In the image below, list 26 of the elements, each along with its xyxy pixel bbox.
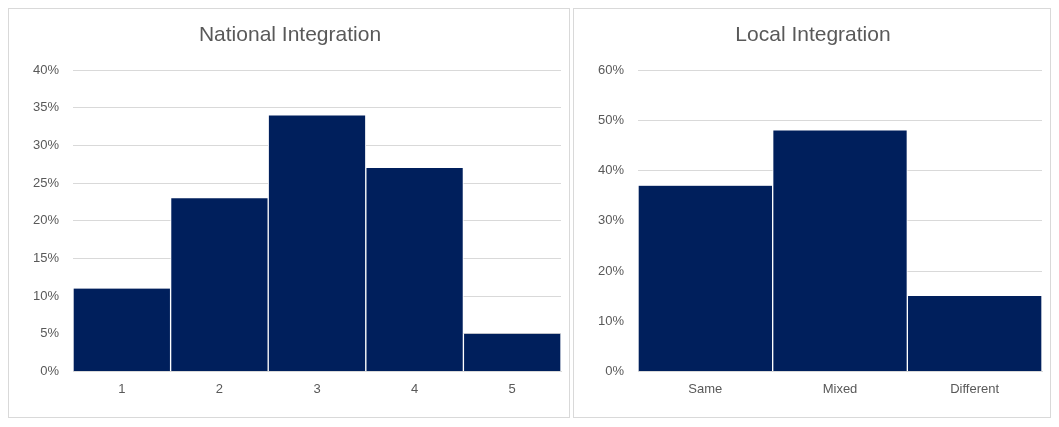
- y-tick-label: 35%: [32, 99, 60, 115]
- y-tick-label: 10%: [597, 312, 625, 328]
- y-tick-label: 5%: [40, 325, 60, 341]
- chart-title: Local Integration: [735, 22, 891, 46]
- x-tick-label: Different: [950, 380, 1000, 396]
- chart-title: National Integration: [198, 22, 382, 46]
- x-tick-label: 3: [313, 380, 321, 396]
- y-tick-label: 20%: [32, 212, 60, 228]
- y-tick-label: 30%: [32, 137, 60, 153]
- x-tick-label: 4: [410, 380, 419, 396]
- y-tick-label: 30%: [597, 212, 625, 228]
- y-tick-label: 40%: [597, 162, 625, 178]
- x-tick-label: Mixed: [822, 380, 858, 396]
- x-tick-label: 1: [118, 380, 126, 396]
- y-tick-label: 0%: [605, 362, 625, 378]
- y-tick-label: 50%: [597, 111, 625, 127]
- y-tick-label: 25%: [32, 174, 60, 190]
- y-tick-label: 15%: [32, 250, 60, 266]
- y-tick-label: 10%: [32, 287, 60, 303]
- x-tick-label: Same: [688, 380, 723, 396]
- y-tick-label: 60%: [597, 61, 625, 77]
- y-tick-label: 0%: [40, 362, 60, 378]
- x-tick-label: 2: [215, 380, 224, 396]
- y-tick-label: 40%: [32, 61, 60, 77]
- y-tick-label: 20%: [597, 262, 625, 278]
- x-tick-label: 5: [508, 380, 516, 396]
